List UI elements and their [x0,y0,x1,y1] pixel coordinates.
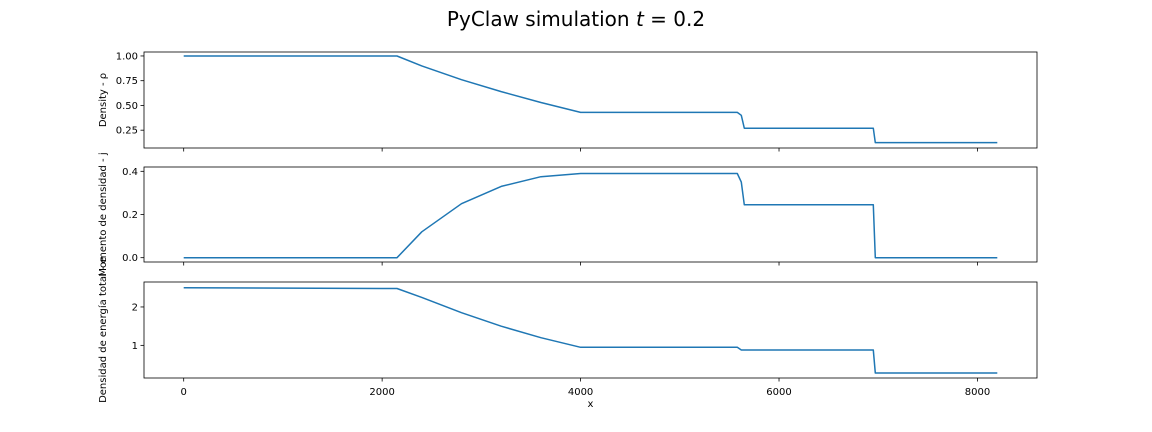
x-tick-label: 0 [181,387,187,398]
title-var: t [636,7,645,31]
series-line-momentum [183,172,998,259]
y-tick-label: 0.4 [122,167,138,178]
y-tick-label: 1 [132,341,138,352]
y-tick-label: 0.75 [116,76,138,87]
x-tick-label: 6000 [766,387,791,398]
x-tick-label: 4000 [568,387,593,398]
y-tick-label: 0.0 [122,253,138,264]
y-tick-label: 0.2 [122,210,138,221]
subplot-density: 0.25 0.50 0.75 1.00 Density - ρ [98,51,1038,152]
y-tick-label: 1.00 [116,51,138,62]
x-axis-label: x [588,399,594,410]
figure-title: PyClaw simulation t = 0.2 [447,7,705,31]
y-axis-label: Momento de densidad - j [98,152,109,276]
title-main: PyClaw simulation [447,7,636,31]
x-tick-label: 8000 [965,387,990,398]
series-line-energy [183,287,998,374]
series-line-density [183,55,998,144]
y-tick-label: 0.25 [116,126,138,137]
y-axis-label: Densidad de energía total - e [97,257,109,403]
axes-frame [143,51,1038,149]
x-tick-label: 2000 [369,387,394,398]
subplot-momentum: 0.0 0.2 0.4 Momento de densidad - j [98,152,1038,277]
y-axis-label: Density - ρ [98,73,109,127]
title-rest: = 0.2 [644,7,705,31]
subplots: 0.25 0.50 0.75 1.00 Density - ρ 0.0 0.2 0.4 Mome… [97,51,1038,410]
y-tick-label: 2 [132,302,138,313]
axes-frame [143,166,1038,263]
y-tick-label: 0.50 [116,101,138,112]
subplot-energy: 0 2000 4000 6000 8000 1 2 Densidad de energía t… [97,257,1038,410]
axes-frame [143,281,1038,379]
